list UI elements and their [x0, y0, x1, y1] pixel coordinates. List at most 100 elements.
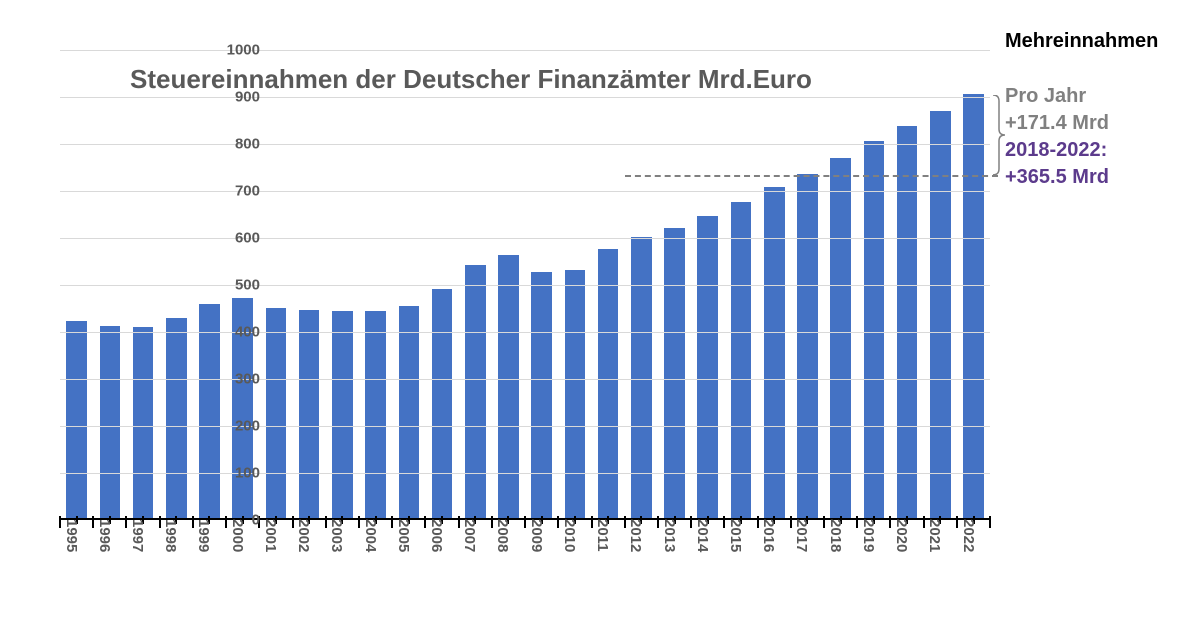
bar-column: 1995 [60, 321, 93, 518]
x-tick-label: 2005 [395, 519, 412, 552]
annotation-panel: Mehreinnahmen Pro Jahr +171.4 Mrd 2018-2… [1005, 30, 1190, 191]
bar [531, 272, 552, 518]
y-tick-label: 300 [235, 371, 260, 388]
bar-column: 2010 [558, 270, 591, 518]
bars-container: 1995199619971998199920002001200220032004… [60, 50, 990, 518]
bar [299, 310, 320, 518]
x-tick [358, 516, 360, 528]
bar [166, 318, 187, 518]
bar [266, 308, 287, 518]
x-tick-label: 2007 [461, 519, 478, 552]
x-tick [690, 516, 692, 528]
bar-column: 2009 [525, 272, 558, 518]
gridline [60, 144, 990, 145]
gridline [60, 285, 990, 286]
y-tick-label: 100 [235, 465, 260, 482]
x-tick [325, 516, 327, 528]
x-tick [823, 516, 825, 528]
gridline [60, 379, 990, 380]
bar [432, 289, 453, 518]
gridline [60, 332, 990, 333]
x-tick-label: 2003 [328, 519, 345, 552]
annotation-line3: 2018-2022: [1005, 137, 1190, 164]
bar-column: 2018 [824, 158, 857, 518]
bar-column: 2019 [857, 141, 890, 518]
y-tick-label: 400 [235, 324, 260, 341]
x-tick-label: 2006 [428, 519, 445, 552]
bar [399, 306, 420, 518]
x-tick [424, 516, 426, 528]
x-tick-label: 1998 [162, 519, 179, 552]
gridline [60, 97, 990, 98]
bar-column: 2013 [658, 228, 691, 518]
bar [631, 237, 652, 518]
bar-column: 2022 [957, 94, 990, 518]
x-tick-label: 2004 [362, 519, 379, 552]
annotation-line1: Pro Jahr [1005, 83, 1190, 110]
x-tick-label: 2011 [594, 519, 611, 552]
x-tick-label: 1997 [129, 519, 146, 552]
bar [133, 327, 154, 518]
bar-column: 2006 [425, 289, 458, 518]
bar-column: 2015 [724, 202, 757, 518]
annotation-line2: +171.4 Mrd [1005, 110, 1190, 137]
y-tick-label: 600 [235, 230, 260, 247]
bar [764, 187, 785, 518]
bar-column: 2012 [625, 237, 658, 518]
gridline [60, 426, 990, 427]
annotation-line4: +365.5 Mrd [1005, 164, 1190, 191]
bar [797, 174, 818, 518]
x-tick-label: 1996 [96, 519, 113, 552]
y-tick-label: 700 [235, 183, 260, 200]
x-tick [491, 516, 493, 528]
bar [332, 311, 353, 518]
bar-column: 1999 [193, 304, 226, 518]
bar-column: 2021 [924, 111, 957, 518]
x-tick [557, 516, 559, 528]
x-tick-label: 2016 [760, 519, 777, 552]
x-tick-label: 1999 [195, 519, 212, 552]
bar [963, 94, 984, 518]
x-tick-label: 2021 [926, 519, 943, 552]
x-tick [956, 516, 958, 528]
x-tick [757, 516, 759, 528]
bar [664, 228, 685, 518]
bar-column: 2017 [791, 174, 824, 518]
x-tick [989, 516, 991, 528]
bar-column: 2007 [459, 265, 492, 518]
gridline [60, 50, 990, 51]
bar-column: 1996 [93, 326, 126, 518]
bar [598, 249, 619, 518]
bar-column: 1998 [160, 318, 193, 518]
x-tick [192, 516, 194, 528]
x-tick [923, 516, 925, 528]
annotation-heading: Mehreinnahmen [1005, 30, 1190, 53]
x-tick-label: 2013 [661, 519, 678, 552]
bar-column: 2002 [293, 310, 326, 518]
bar [498, 255, 519, 518]
bar [100, 326, 121, 518]
bar [199, 304, 220, 518]
x-tick [458, 516, 460, 528]
x-tick [524, 516, 526, 528]
x-tick [125, 516, 127, 528]
x-tick [657, 516, 659, 528]
x-tick-label: 2015 [727, 519, 744, 552]
x-tick-label: 2020 [893, 519, 910, 552]
bar [864, 141, 885, 518]
chart-plot-area: 1995199619971998199920002001200220032004… [60, 50, 990, 520]
x-tick [591, 516, 593, 528]
bar [465, 265, 486, 518]
y-tick-label: 900 [235, 89, 260, 106]
page: Steuereinnahmen der Deutscher Finanzämte… [0, 0, 1200, 627]
gridline [60, 191, 990, 192]
bar-column: 1997 [126, 327, 159, 518]
x-tick [59, 516, 61, 528]
reference-line [625, 175, 998, 177]
x-tick-label: 2002 [295, 519, 312, 552]
bar-column: 2011 [592, 249, 625, 518]
x-tick [159, 516, 161, 528]
gridline [60, 238, 990, 239]
bar-column: 2004 [359, 311, 392, 518]
x-tick-label: 1995 [63, 519, 80, 552]
